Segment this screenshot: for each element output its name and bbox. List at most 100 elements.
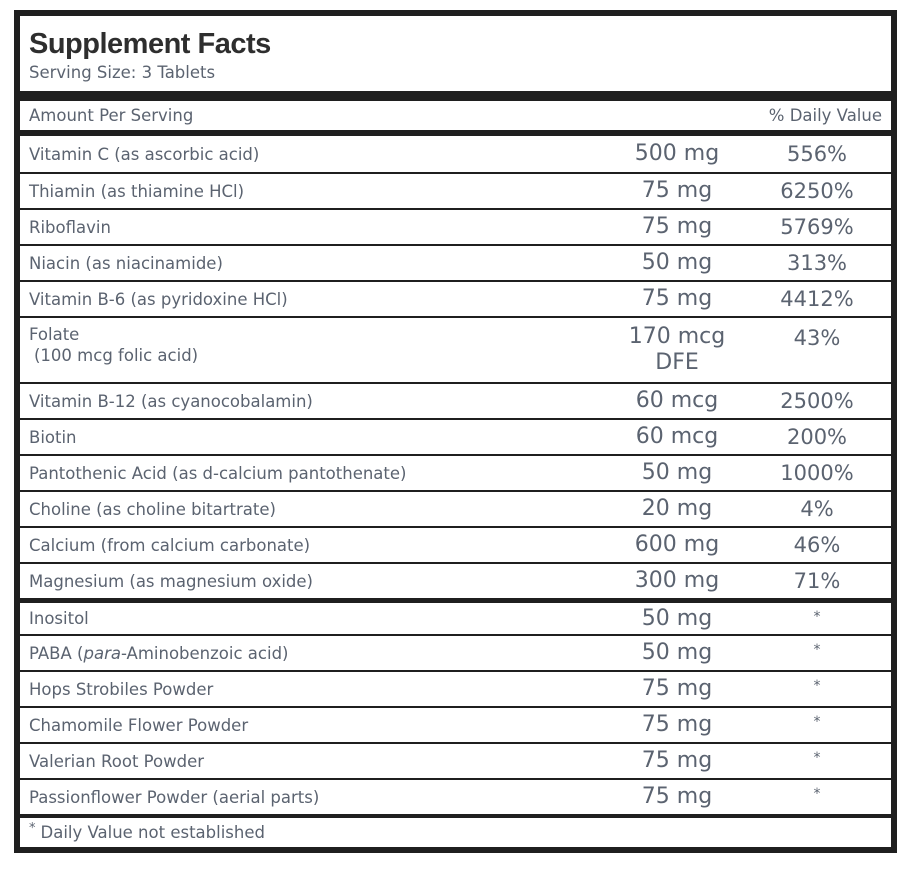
ingredient-amount: 600 mg (602, 532, 752, 558)
ingredient-amount-value: 75 mg (641, 784, 713, 809)
ingredient-daily-value: * (813, 642, 821, 658)
table-row: Thiamin (as thiamine HCl) 75 mg 6250% (20, 172, 891, 208)
table-row: Magnesium (as magnesium oxide) 300 mg 71… (20, 562, 891, 598)
ingredient-name: Pantothenic Acid (as d-calcium pantothen… (29, 463, 602, 484)
table-row: Valerian Root Powder 75 mg * (20, 742, 891, 778)
footnote-text: Daily Value not established (40, 823, 265, 842)
ingredient-name-main: Chamomile Flower Powder (29, 715, 249, 735)
ingredient-daily-value: 6250% (780, 179, 854, 203)
ingredient-amount-value: 60 mcg (635, 424, 719, 449)
table-row: Vitamin B-6 (as pyridoxine HCl) 75 mg 44… (20, 280, 891, 316)
table-row: Chamomile Flower Powder 75 mg * (20, 706, 891, 742)
ingredient-amount: 60 mcg (602, 424, 752, 450)
ingredient-name-main: Niacin (as niacinamide) (29, 253, 223, 273)
table-row: Passionflower Powder (aerial parts) 75 m… (20, 778, 891, 814)
ingredient-amount-unit-sub: DFE (655, 350, 699, 375)
table-row: Hops Strobiles Powder 75 mg * (20, 670, 891, 706)
ingredient-name: Valerian Root Powder (29, 751, 602, 772)
ingredient-name: Chamomile Flower Powder (29, 715, 602, 736)
ingredient-amount-value: 75 mg (641, 676, 713, 701)
table-row: Choline (as choline bitartrate) 20 mg 4% (20, 490, 891, 526)
ingredient-daily-value: 1000% (780, 461, 854, 485)
table-row: Calcium (from calcium carbonate) 600 mg … (20, 526, 891, 562)
ingredient-amount-value: 50 mg (641, 460, 713, 485)
ingredient-name-main: Valerian Root Powder (29, 751, 205, 771)
ingredient-amount-value: 20 mg (641, 496, 713, 521)
ingredient-amount: 75 mg (602, 286, 752, 312)
ingredient-name: Choline (as choline bitartrate) (29, 499, 602, 520)
ingredient-daily-value: * (813, 786, 821, 802)
table-row: Folate (100 mcg folic acid) 170 mcg DFE … (20, 316, 891, 382)
label-title: Supplement Facts (29, 28, 271, 60)
column-header-row: Amount Per Serving % Daily Value (20, 101, 891, 130)
table-row: Vitamin B-12 (as cyanocobalamin) 60 mcg … (20, 382, 891, 418)
ingredient-name-main: Choline (as choline bitartrate) (29, 499, 276, 519)
daily-value-label: % Daily Value (768, 106, 882, 125)
ingredient-amount: 50 mg (602, 250, 752, 276)
table-row: Pantothenic Acid (as d-calcium pantothen… (20, 454, 891, 490)
ingredient-name-main: Hops Strobiles Powder (29, 679, 214, 699)
ingredient-amount: 75 mg (602, 712, 752, 738)
ingredient-name: Vitamin C (as ascorbic acid) (29, 144, 602, 165)
table-row: Biotin 60 mcg 200% (20, 418, 891, 454)
table-row: Niacin (as niacinamide) 50 mg 313% (20, 244, 891, 280)
ingredient-amount-value: 75 mg (641, 178, 713, 203)
ingredient-daily-value: 71% (793, 569, 841, 593)
ingredient-amount: 75 mg (602, 178, 752, 204)
ingredient-name-main: Thiamin (as thiamine HCl) (29, 181, 245, 201)
ingredient-amount: 75 mg (602, 784, 752, 810)
ingredient-amount-value: 500 mg (634, 141, 720, 166)
ingredient-daily-value: 4412% (780, 287, 854, 311)
ingredient-amount-value: 50 mg (641, 605, 713, 631)
ingredient-daily-value: 46% (793, 533, 841, 557)
ingredient-daily-value: * (813, 678, 821, 694)
ingredient-amount-value: 170 mcg (628, 324, 726, 349)
ingredient-amount: 60 mcg (602, 388, 752, 414)
ingredient-daily-value: 556% (786, 142, 848, 166)
ingredient-daily-value: 313% (786, 251, 848, 275)
ingredient-daily-value: 200% (786, 425, 848, 449)
table-row: Riboflavin 75 mg 5769% (20, 208, 891, 244)
ingredient-name: Thiamin (as thiamine HCl) (29, 181, 602, 202)
ingredient-name: Hops Strobiles Powder (29, 679, 602, 700)
ingredient-name-main: Riboflavin (29, 217, 111, 237)
ingredient-amount-value: 60 mcg (635, 388, 719, 413)
ingredient-name: Niacin (as niacinamide) (29, 253, 602, 274)
ingredient-amount-value: 75 mg (641, 286, 713, 311)
ingredient-name: Passionflower Powder (aerial parts) (29, 787, 602, 808)
asterisk-mark: * (29, 821, 36, 836)
ingredient-name-main: Passionflower Powder (aerial parts) (29, 787, 320, 807)
footnote: * Daily Value not established (20, 814, 891, 847)
ingredient-name: Folate (100 mcg folic acid) (29, 324, 602, 366)
ingredient-daily-value: 43% (793, 326, 841, 350)
ingredient-daily-value: 2500% (780, 389, 854, 413)
ingredient-amount-value: 600 mg (634, 532, 720, 557)
ingredient-daily-value: * (813, 750, 821, 766)
table-row: Vitamin C (as ascorbic acid) 500 mg 556% (20, 136, 891, 172)
thick-divider-top (20, 91, 891, 101)
ingredient-amount: 50 mg (602, 460, 752, 486)
ingredient-amount: 50 mg (602, 606, 752, 632)
ingredient-amount: 75 mg (602, 748, 752, 774)
ingredient-amount-value: 50 mg (641, 640, 713, 665)
ingredient-amount: 75 mg (602, 676, 752, 702)
ingredient-amount: 75 mg (602, 214, 752, 240)
ingredient-amount: 170 mcg DFE (602, 324, 752, 376)
ingredient-name: Biotin (29, 427, 602, 448)
ingredient-name-main: Inositol (29, 609, 89, 628)
ingredient-name-main: Pantothenic Acid (as d-calcium pantothen… (29, 463, 407, 483)
ingredient-amount-value: 50 mg (641, 250, 713, 275)
ingredient-name-main: PABA (para-Aminobenzoic acid) (29, 643, 289, 663)
ingredient-name-main: Vitamin B-12 (as cyanocobalamin) (29, 391, 313, 411)
ingredient-amount: 300 mg (602, 568, 752, 594)
ingredient-amount-value: 300 mg (634, 568, 720, 593)
ingredient-name: Magnesium (as magnesium oxide) (29, 571, 602, 592)
ingredient-name-main: Vitamin B-6 (as pyridoxine HCl) (29, 289, 288, 309)
ingredient-name-main: Folate (29, 325, 80, 344)
ingredient-name: Inositol (29, 608, 602, 629)
ingredient-name: Calcium (from calcium carbonate) (29, 535, 602, 556)
ingredient-daily-value: * (813, 714, 821, 730)
thick-divider-header (20, 130, 891, 136)
ingredient-amount-value: 75 mg (641, 712, 713, 737)
label-title-block: Supplement Facts Serving Size: 3 Tablets (20, 16, 891, 91)
